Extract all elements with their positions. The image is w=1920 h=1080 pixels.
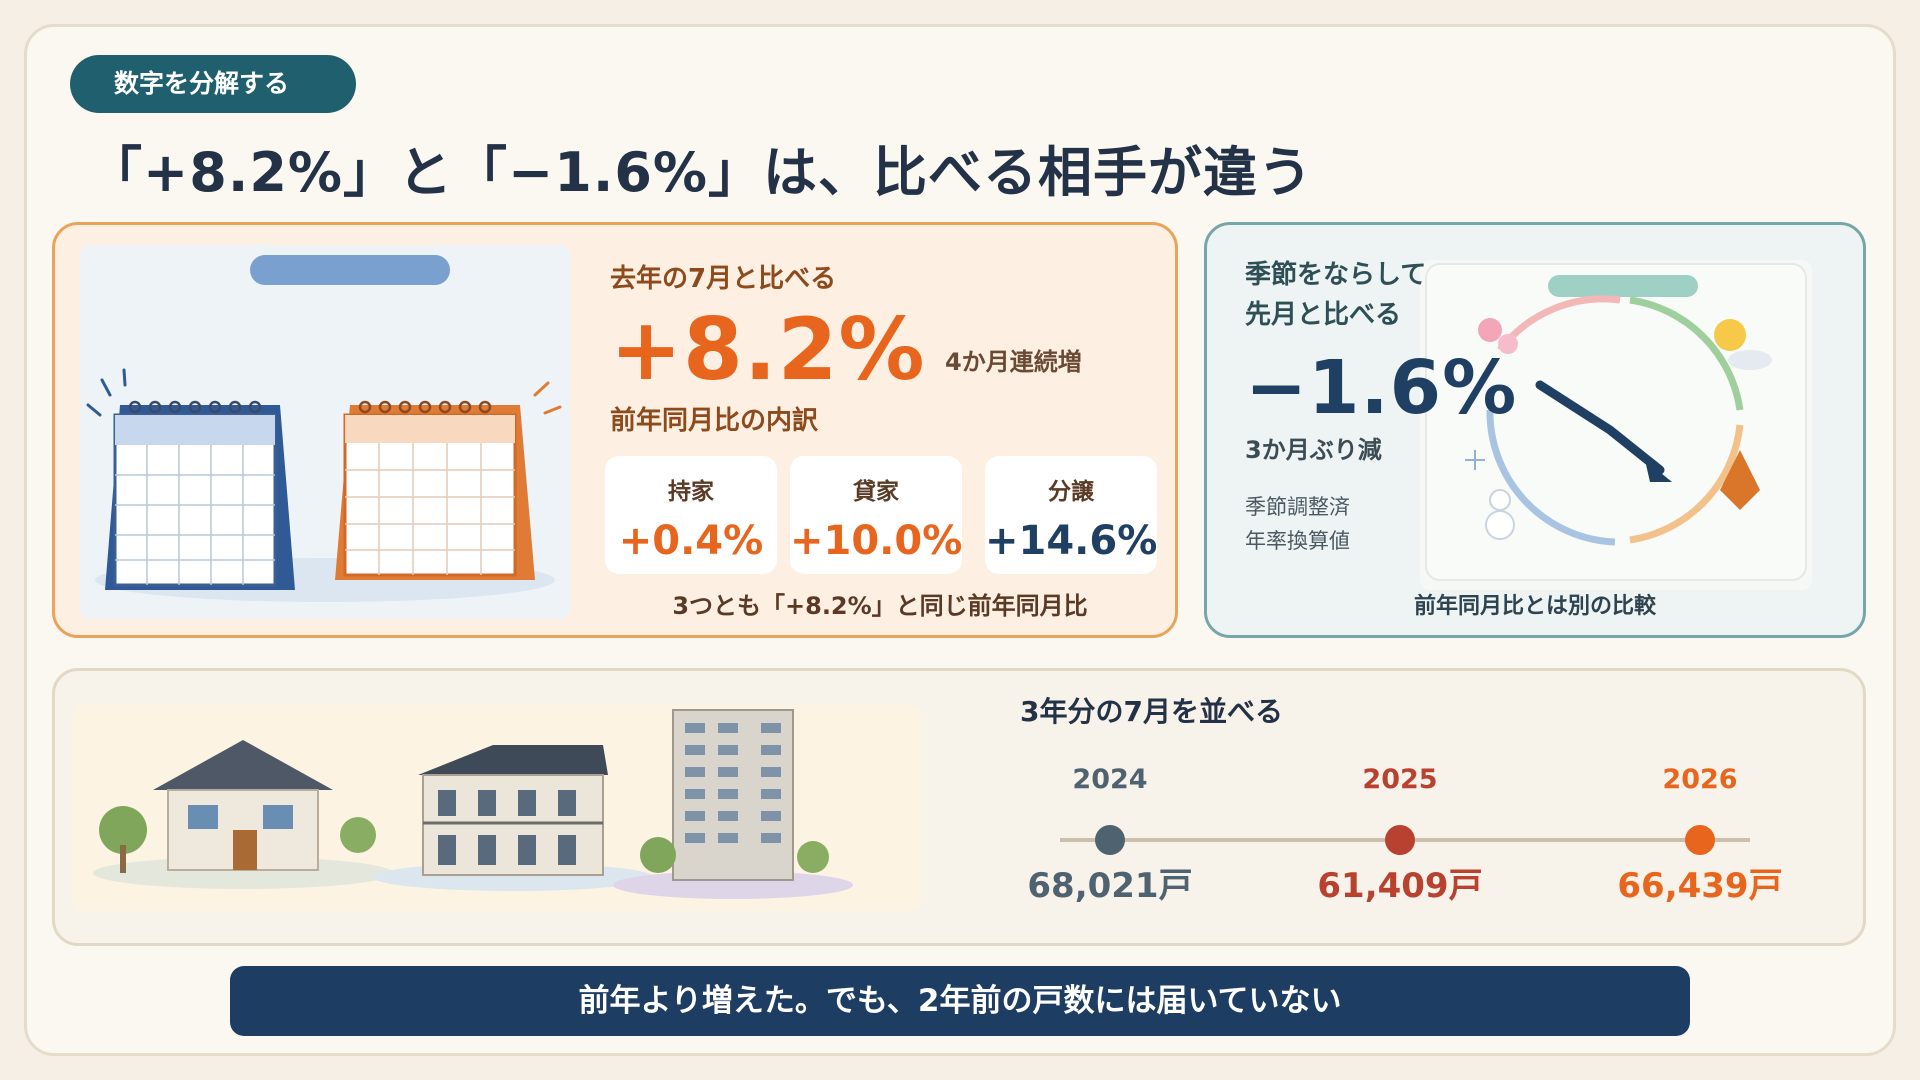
breakdown-card-owner: 持家 +0.4% bbox=[605, 456, 777, 574]
adjustment-line1: 季節調整済 bbox=[1245, 495, 1350, 519]
breakdown-card-condo: 分譲 +14.6% bbox=[985, 456, 1157, 574]
calendar-tab bbox=[250, 255, 450, 285]
mom-note: 3か月ぶり減 bbox=[1245, 436, 1382, 464]
yoy-value: +8.2% bbox=[610, 300, 926, 400]
timeline-year-2024: 2024 bbox=[1072, 764, 1148, 795]
breakdown-card-value: +10.0% bbox=[790, 518, 963, 564]
mom-adjustment: 季節調整済 年率換算値 bbox=[1245, 490, 1350, 558]
timeline-dot-2024 bbox=[1095, 825, 1125, 855]
timeline-dot-2026 bbox=[1685, 825, 1715, 855]
yoy-label: 去年の7月と比べる bbox=[610, 264, 837, 294]
section-tag: 数字を分解する bbox=[70, 55, 356, 113]
conclusion-banner: 前年より増えた。でも、2年前の戸数には届いていない bbox=[230, 966, 1690, 1036]
breakdown-title: 前年同月比の内訳 bbox=[610, 406, 819, 436]
page-title: 「+8.2%」と「−1.6%」は、比べる相手が違う bbox=[88, 141, 1314, 204]
house-icon bbox=[93, 709, 853, 899]
timeline-count-2024: 68,021戸 bbox=[1027, 866, 1193, 906]
mom-label-line1: 季節をならして bbox=[1245, 260, 1427, 290]
breakdown-card-title: 貸家 bbox=[853, 479, 899, 505]
season-cycle-icon bbox=[1425, 263, 1807, 581]
calendar-illustration bbox=[80, 245, 570, 619]
housing-illustration bbox=[73, 705, 921, 911]
timeline-year-2026: 2026 bbox=[1662, 764, 1738, 795]
calendar-icon bbox=[86, 368, 562, 602]
timeline-count-2026: 66,439戸 bbox=[1617, 866, 1783, 906]
mom-value: −1.6% bbox=[1245, 345, 1518, 431]
mom-footnote: 前年同月比とは別の比較 bbox=[1413, 594, 1656, 619]
breakdown-card-value: +14.6% bbox=[985, 518, 1158, 564]
season-illustration bbox=[1420, 260, 1812, 590]
breakdown-card-title: 持家 bbox=[668, 479, 714, 505]
yoy-streak: 4か月連続増 bbox=[945, 348, 1082, 376]
breakdown-card-title: 分譲 bbox=[1048, 479, 1094, 505]
mom-label-line2: 先月と比べる bbox=[1245, 300, 1402, 330]
yoy-footnote: 3つとも「+8.2%」と同じ前年同月比 bbox=[672, 592, 1088, 620]
mom-label: 季節をならして 先月と比べる bbox=[1245, 255, 1426, 335]
timeline-count-2025: 61,409戸 bbox=[1317, 866, 1483, 906]
breakdown-card-value: +0.4% bbox=[618, 518, 764, 564]
breakdown-card-rental: 貸家 +10.0% bbox=[790, 456, 962, 574]
adjustment-line2: 年率換算値 bbox=[1245, 529, 1350, 553]
timeline-dot-2025 bbox=[1385, 825, 1415, 855]
timeline-year-2025: 2025 bbox=[1362, 764, 1438, 795]
timeline-title: 3年分の7月を並べる bbox=[1020, 695, 1283, 728]
